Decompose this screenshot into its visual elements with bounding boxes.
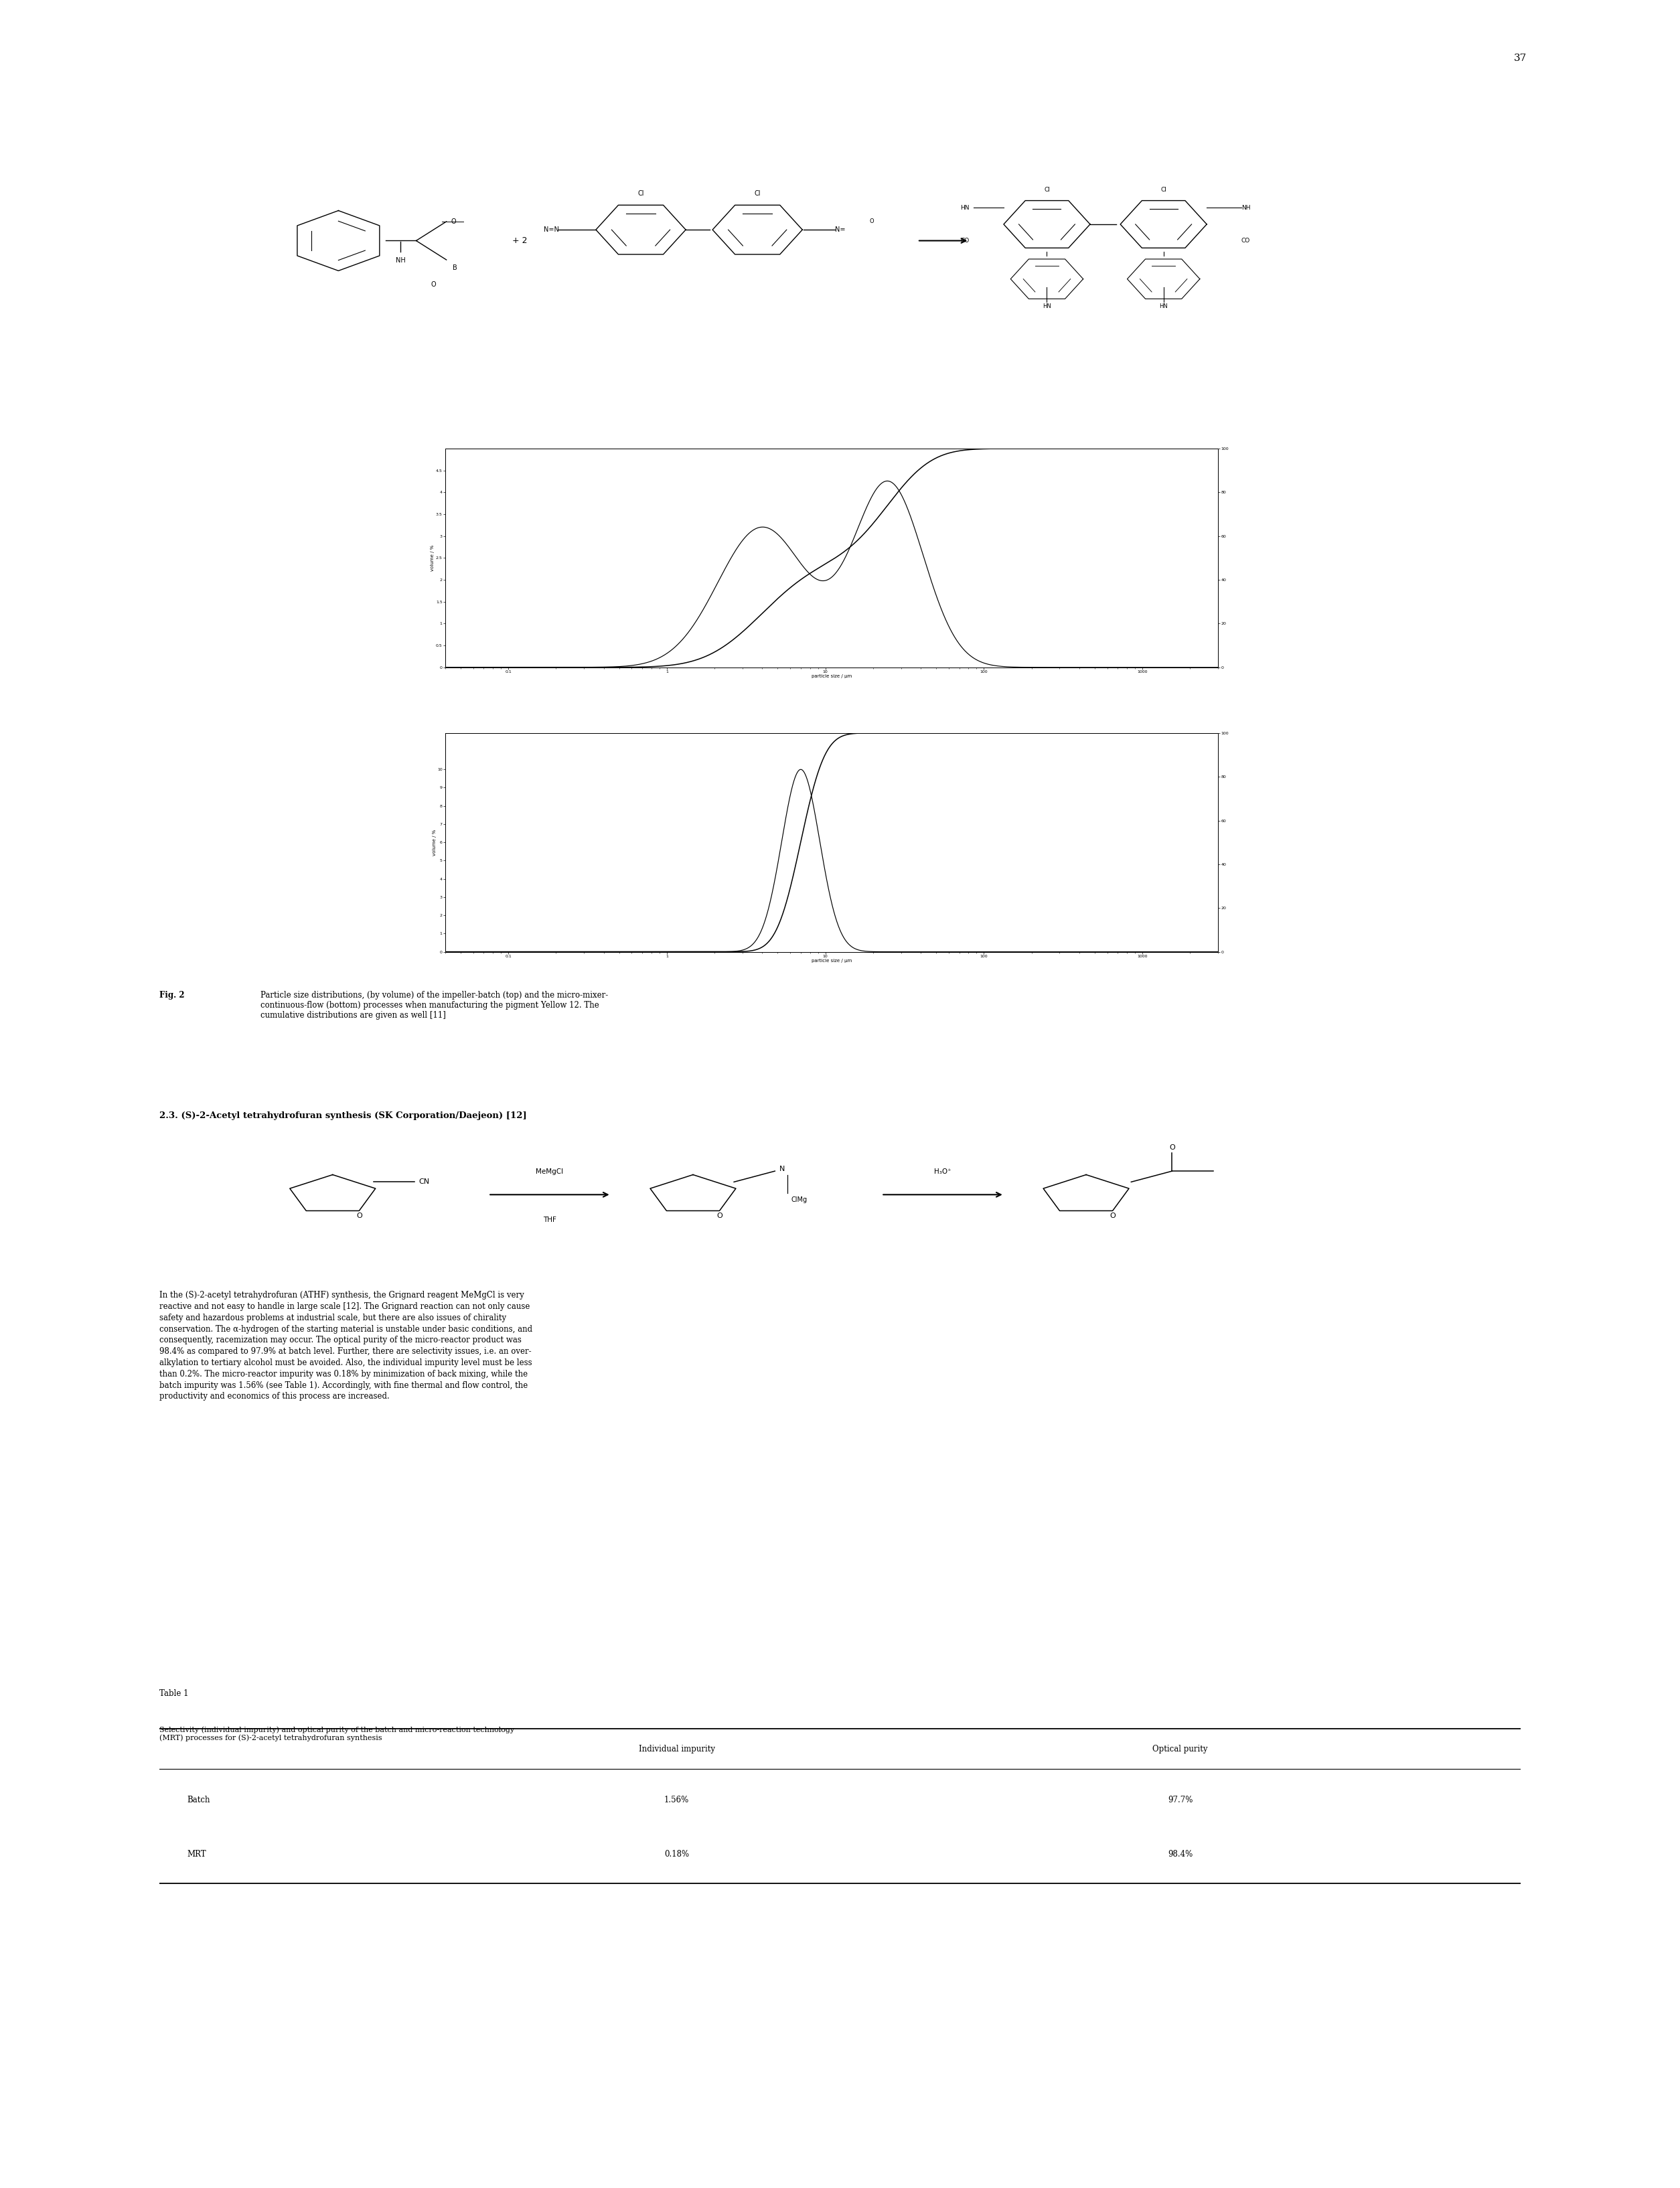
Text: 97.7%: 97.7%: [1168, 1796, 1193, 1805]
Text: B: B: [454, 265, 457, 271]
Text: In the (S)-2-acetyl tetrahydrofuran (ATHF) synthesis, the Grignard reagent MeMgC: In the (S)-2-acetyl tetrahydrofuran (ATH…: [160, 1291, 533, 1400]
Text: + 2: + 2: [512, 236, 528, 245]
Text: Cl: Cl: [638, 190, 643, 197]
Text: N=: N=: [835, 225, 845, 234]
Text: O: O: [356, 1212, 363, 1219]
Text: MRT: MRT: [186, 1849, 207, 1858]
Text: N: N: [780, 1166, 785, 1173]
Text: CN: CN: [418, 1179, 430, 1186]
Text: THF: THF: [543, 1217, 556, 1223]
Text: 98.4%: 98.4%: [1168, 1849, 1193, 1858]
Text: 2.3. (S)-2-Acetyl tetrahydrofuran synthesis (SK Corporation/Daejeon) [12]: 2.3. (S)-2-Acetyl tetrahydrofuran synthe…: [160, 1112, 528, 1120]
Text: Particle size distributions, (by volume) of the impeller-batch (top) and the mic: Particle size distributions, (by volume)…: [260, 991, 608, 1020]
Text: 0.18%: 0.18%: [664, 1849, 689, 1858]
Text: Optical purity: Optical purity: [1152, 1744, 1208, 1753]
X-axis label: particle size / μm: particle size / μm: [811, 958, 852, 963]
Text: O: O: [1169, 1144, 1174, 1151]
Text: N=N: N=N: [543, 225, 559, 234]
Text: HN: HN: [1159, 304, 1168, 311]
Text: O: O: [1110, 1212, 1116, 1219]
Text: H₃O⁺: H₃O⁺: [934, 1168, 951, 1175]
Text: Fig. 2: Fig. 2: [160, 991, 185, 1000]
Text: O: O: [870, 219, 874, 225]
Text: ClMg: ClMg: [791, 1197, 808, 1203]
Text: Selectivity (individual impurity) and optical purity of the batch and micro-reac: Selectivity (individual impurity) and op…: [160, 1726, 514, 1742]
Text: HN: HN: [959, 206, 969, 210]
Text: 1.56%: 1.56%: [664, 1796, 689, 1805]
Text: 37: 37: [1514, 55, 1527, 63]
Text: Cl: Cl: [1161, 186, 1166, 193]
Text: Table 1: Table 1: [160, 1689, 188, 1698]
Text: NH: NH: [396, 258, 405, 265]
Text: CO: CO: [1242, 238, 1250, 243]
Y-axis label: volume / %: volume / %: [432, 829, 437, 856]
Text: O: O: [717, 1212, 722, 1219]
Text: HN: HN: [1043, 304, 1052, 311]
Text: O: O: [430, 280, 437, 289]
Text: CO: CO: [961, 238, 969, 243]
Y-axis label: volume / %: volume / %: [430, 545, 435, 571]
Text: Cl: Cl: [1043, 186, 1050, 193]
Text: NH: NH: [1242, 206, 1250, 210]
Text: MeMgCl: MeMgCl: [536, 1168, 563, 1175]
Text: Batch: Batch: [186, 1796, 210, 1805]
Text: Cl: Cl: [754, 190, 761, 197]
X-axis label: particle size / μm: particle size / μm: [811, 674, 852, 678]
Text: O: O: [450, 219, 455, 225]
Text: Individual impurity: Individual impurity: [638, 1744, 716, 1753]
